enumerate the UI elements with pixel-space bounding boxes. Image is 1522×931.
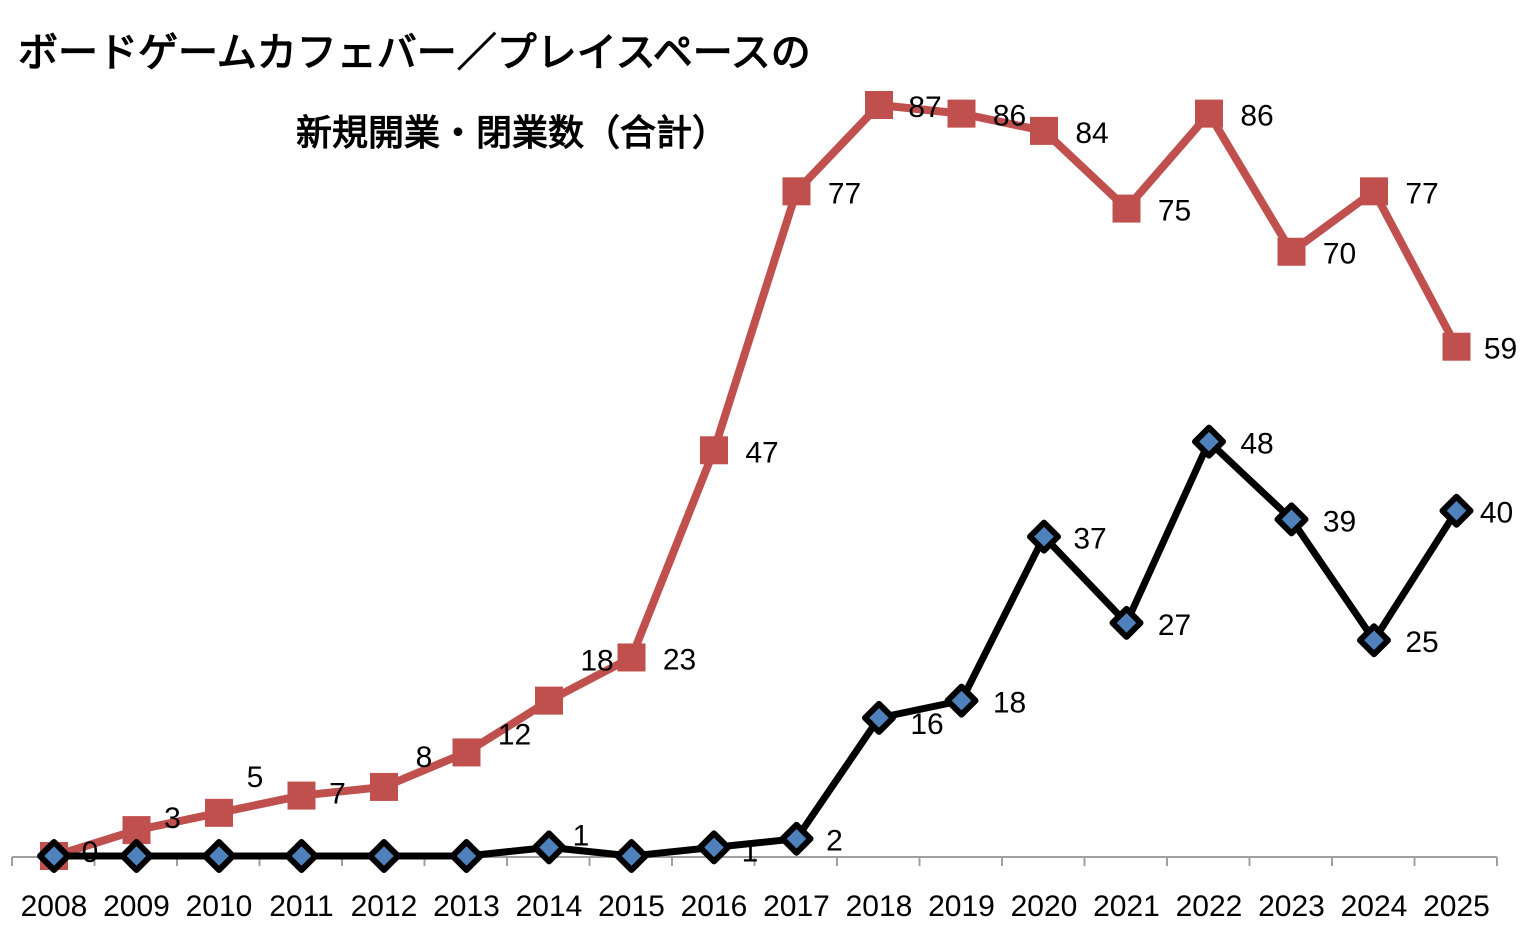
black-series-marker [614, 839, 649, 873]
black-series-data-label: 2 [826, 825, 843, 858]
black-series-marker [1027, 519, 1061, 554]
black-series-data-label: 27 [1158, 609, 1191, 642]
red-series-data-label: 84 [1075, 117, 1108, 150]
red-series-data-label: 75 [1158, 195, 1191, 228]
black-series-marker [532, 830, 566, 865]
red-series-marker [1195, 99, 1223, 128]
x-tick-label: 2024 [1341, 890, 1408, 923]
red-series-marker [535, 686, 563, 715]
red-series-data-label: 5 [247, 761, 264, 794]
black-series-data-label: 37 [1073, 523, 1106, 556]
black-series-data-label: 48 [1240, 428, 1273, 461]
x-tick-label: 2016 [681, 890, 748, 923]
red-series-data-label: 70 [1323, 238, 1356, 271]
black-series-marker [449, 839, 484, 873]
black-series-marker [1357, 623, 1391, 658]
x-tick-label: 2020 [1011, 890, 1078, 923]
chart-title-line-2: 新規開業・閉業数（合計） [296, 113, 729, 154]
x-tick-label: 2023 [1258, 890, 1325, 923]
black-series-marker [862, 700, 896, 735]
x-tick-label: 2019 [928, 890, 995, 923]
red-series-data-label: 12 [498, 718, 531, 751]
black-series-marker [697, 830, 731, 865]
red-series-data-label: 77 [828, 177, 861, 210]
chart-title-line-1: ボードゲームカフェバー／プレイスペースの [18, 30, 811, 76]
black-series-marker [1274, 502, 1309, 537]
red-series-data-label: 18 [580, 645, 613, 678]
black-series-marker [37, 839, 71, 873]
black-series-marker [119, 839, 154, 873]
x-tick-label: 2008 [21, 890, 88, 923]
red-series-marker [865, 91, 893, 119]
black-series-data-label: 39 [1323, 505, 1356, 538]
red-series-marker [1442, 332, 1471, 361]
red-series-marker [452, 738, 481, 767]
red-series-marker [1277, 237, 1306, 266]
red-series-marker [370, 772, 398, 801]
black-series-data-label: 18 [993, 687, 1026, 720]
x-tick-label: 2017 [763, 890, 830, 923]
black-series-data-label: 40 [1480, 497, 1513, 530]
black-series-marker [1192, 424, 1226, 459]
x-tick-label: 2010 [186, 890, 253, 923]
x-tick-label: 2014 [516, 890, 583, 923]
red-series-marker [205, 798, 233, 827]
red-series-marker [1030, 116, 1058, 145]
black-series-marker [1109, 605, 1144, 640]
x-tick-label: 2021 [1093, 890, 1160, 923]
x-tick-label: 2025 [1423, 890, 1490, 923]
x-tick-label: 2012 [351, 890, 418, 923]
x-tick-label: 2009 [103, 890, 170, 923]
black-series-marker [202, 839, 236, 873]
red-series-marker [782, 177, 811, 206]
x-tick-label: 2022 [1176, 890, 1243, 923]
red-series-data-label: 59 [1484, 333, 1517, 366]
black-series-data-label: 25 [1405, 626, 1438, 659]
black-series-marker [284, 839, 319, 873]
red-series-data-label: 23 [663, 643, 696, 676]
red-series-data-label: 8 [416, 741, 433, 774]
red-series-data-label: 0 [82, 836, 99, 869]
red-series-marker [700, 436, 728, 465]
red-series-marker [617, 643, 646, 672]
red-series-data-label: 47 [745, 436, 778, 469]
black-series-line [54, 438, 1460, 860]
black-series-data-label: 16 [910, 708, 943, 741]
red-series-marker [287, 781, 316, 810]
black-series-marker [779, 821, 814, 856]
red-series-data-label: 7 [329, 778, 346, 811]
red-series-data-label: 77 [1405, 177, 1438, 210]
black-series-marker [367, 839, 401, 873]
x-tick-label: 2018 [846, 890, 913, 923]
black-series-data-label: 1 [742, 835, 759, 868]
red-series-marker [947, 99, 976, 128]
red-series-data-label: 86 [993, 100, 1026, 133]
black-series-marker [944, 683, 979, 718]
red-series-data-label: 3 [164, 802, 181, 835]
x-tick-label: 2011 [269, 890, 334, 923]
red-series-marker [1112, 194, 1141, 223]
red-series-marker [1360, 177, 1388, 206]
x-tick-label: 2015 [598, 890, 665, 923]
red-series-data-label: 87 [908, 91, 941, 124]
black-series-marker [1439, 493, 1474, 528]
x-tick-label: 2013 [433, 890, 500, 923]
red-series-data-label: 86 [1240, 100, 1273, 133]
black-series-data-label: 1 [573, 819, 590, 852]
